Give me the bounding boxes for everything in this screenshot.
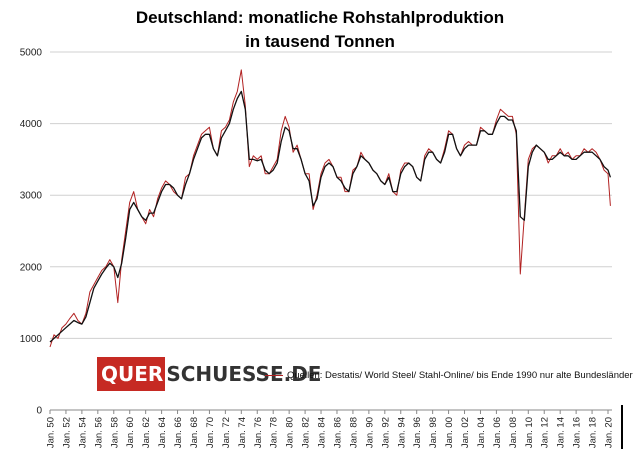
x-tick-label: Jan. 84 — [317, 417, 328, 448]
series-layer — [49, 69, 612, 348]
y-tick-label: 3000 — [20, 191, 43, 202]
x-tick-label: Jan. 74 — [237, 417, 248, 448]
y-tick-label: 0 — [36, 406, 42, 417]
y-tick-label: 2000 — [20, 262, 43, 273]
querschuesse-logo: QUER SCHUESSE.DE — [97, 352, 321, 396]
y-tick-label: 1000 — [20, 334, 43, 345]
x-tick-label: Jan. 96 — [412, 417, 423, 448]
x-tick-label: Jan. 04 — [476, 417, 487, 448]
logo-boxed-text: QUER — [97, 357, 166, 391]
x-tick-label: Jan. 76 — [253, 417, 264, 448]
x-tick-label: Jan. 08 — [508, 417, 519, 448]
x-tick-label: Jan. 88 — [348, 417, 359, 448]
x-tick-label: Jan. 16 — [572, 417, 583, 448]
x-tick-label: Jan. 18 — [588, 417, 599, 448]
legend-swatch — [265, 375, 283, 376]
x-tick-label: Jan. 14 — [556, 417, 567, 448]
x-tick-label: Jan. 60 — [125, 417, 136, 448]
y-tick-label: 4000 — [20, 119, 43, 130]
legend: Quellen: Destatis/ World Steel/ Stahl-On… — [265, 370, 633, 381]
logo-rest-text: SCHUESSE.DE — [166, 362, 322, 386]
x-tick-label: Jan. 12 — [540, 417, 551, 448]
x-tick-label: Jan. 64 — [157, 417, 168, 448]
y-tick-label: 5000 — [20, 48, 43, 59]
x-tick-label: Jan. 68 — [189, 417, 200, 448]
x-tick-label: Jan. 00 — [444, 417, 455, 448]
x-tick-label: Jan. 92 — [380, 417, 391, 448]
x-tick-label: Jan. 98 — [428, 417, 439, 448]
x-tick-label: Jan. 58 — [109, 417, 120, 448]
x-tick-label: Jan. 82 — [301, 417, 312, 448]
x-tick-label: Jan. 54 — [77, 417, 88, 448]
chart-title-line-2: in tausend Tonnen — [245, 32, 395, 51]
x-tick-label: Jan. 52 — [61, 417, 72, 448]
x-tick-label: Jan. 90 — [364, 417, 375, 448]
x-tick-label: Jan. 62 — [141, 417, 152, 448]
x-tick-label: Jan. 50 — [46, 417, 57, 448]
x-tick-label: Jan. 86 — [332, 417, 343, 448]
x-tick-label: Jan. 72 — [221, 417, 232, 448]
axis-layer — [49, 409, 612, 414]
x-tick-label: Jan. 10 — [524, 417, 535, 448]
x-tick-label: Jan. 78 — [269, 417, 280, 448]
x-tick-label: Jan. 70 — [205, 417, 216, 448]
x-tick-label: Jan. 66 — [173, 417, 184, 448]
legend-label: Quellen: Destatis/ World Steel/ Stahl-On… — [287, 370, 633, 381]
x-tick-label: Jan. 94 — [396, 417, 407, 448]
x-tick-label: Jan. 20 — [604, 417, 615, 448]
series-line-monthly — [49, 69, 611, 348]
chart-title-line-1: Deutschland: monatliche Rohstahlprodukti… — [135, 8, 505, 27]
tick-label-layer: 0 1000 2000 3000 4000 5000 Jan. 50 Jan. 52 Jan. … — [20, 48, 615, 449]
series-line-trend — [49, 90, 612, 343]
x-tick-label: Jan. 02 — [460, 417, 471, 448]
edge-divider — [621, 405, 623, 449]
x-tick-label: Jan. 06 — [492, 417, 503, 448]
x-tick-label: Jan. 80 — [285, 417, 296, 448]
x-tick-label: Jan. 56 — [93, 417, 104, 448]
